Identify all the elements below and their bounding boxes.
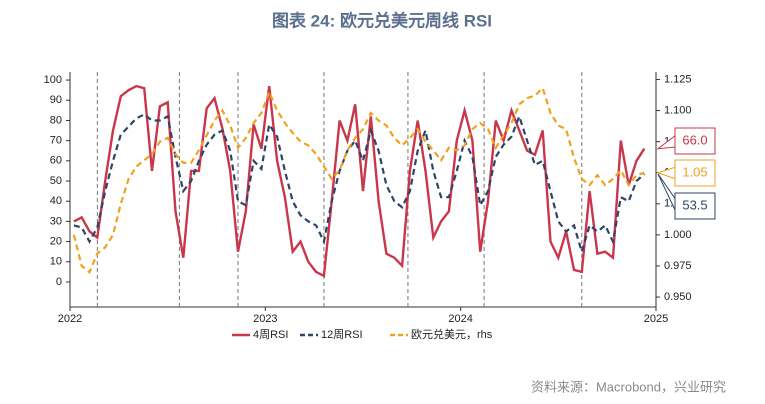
callout-box: [674, 159, 716, 187]
y-tick-label: 40: [50, 195, 62, 207]
y-tick-label: 50: [50, 175, 62, 187]
series-line: [73, 113, 646, 256]
callout-label: 53.5: [682, 197, 707, 212]
legend-label: 4周RSI: [253, 328, 288, 341]
y-tick-label: 100: [44, 74, 62, 86]
callout-box: [674, 192, 716, 220]
y-tick-label: 20: [50, 235, 62, 247]
legend-label: 欧元兑美元，rhs: [411, 327, 493, 341]
callout-pointer: [656, 166, 677, 180]
y-tick-label: 90: [50, 94, 62, 106]
y-tick-label: 70: [50, 135, 62, 147]
series-line: [73, 84, 646, 278]
x-tick-label: 2022: [58, 313, 82, 325]
y-tick-label: 10: [50, 256, 62, 268]
chart-title: 图表 24: 欧元兑美元周线 RSI: [272, 10, 492, 30]
callout-box: [674, 127, 716, 155]
legend-label: 12周RSI: [321, 328, 363, 341]
y-tick-label: 60: [50, 155, 62, 167]
x-tick-label: 2024: [448, 313, 472, 325]
callout-label: 1.05: [682, 164, 707, 179]
source: 资料来源：Macrobond，兴业研究: [531, 379, 726, 394]
y2-tick-label: 0.950: [664, 291, 692, 303]
y2-tick-label: 1.000: [664, 229, 692, 241]
series-line: [72, 86, 645, 274]
x-tick-label: 2023: [253, 313, 277, 325]
y-tick-label: 0: [56, 276, 62, 288]
y-tick-label: 30: [50, 215, 62, 227]
y2-tick-label: 0.975: [664, 260, 692, 272]
callout-label: 66.0: [682, 132, 707, 147]
x-tick-label: 2025: [644, 313, 668, 325]
callout-pointer: [656, 134, 677, 150]
y2-tick-label: 1.100: [664, 104, 692, 116]
y-tick-label: 80: [50, 114, 62, 126]
callout-pointer: [657, 173, 677, 213]
y2-tick-label: 1.125: [664, 73, 692, 85]
